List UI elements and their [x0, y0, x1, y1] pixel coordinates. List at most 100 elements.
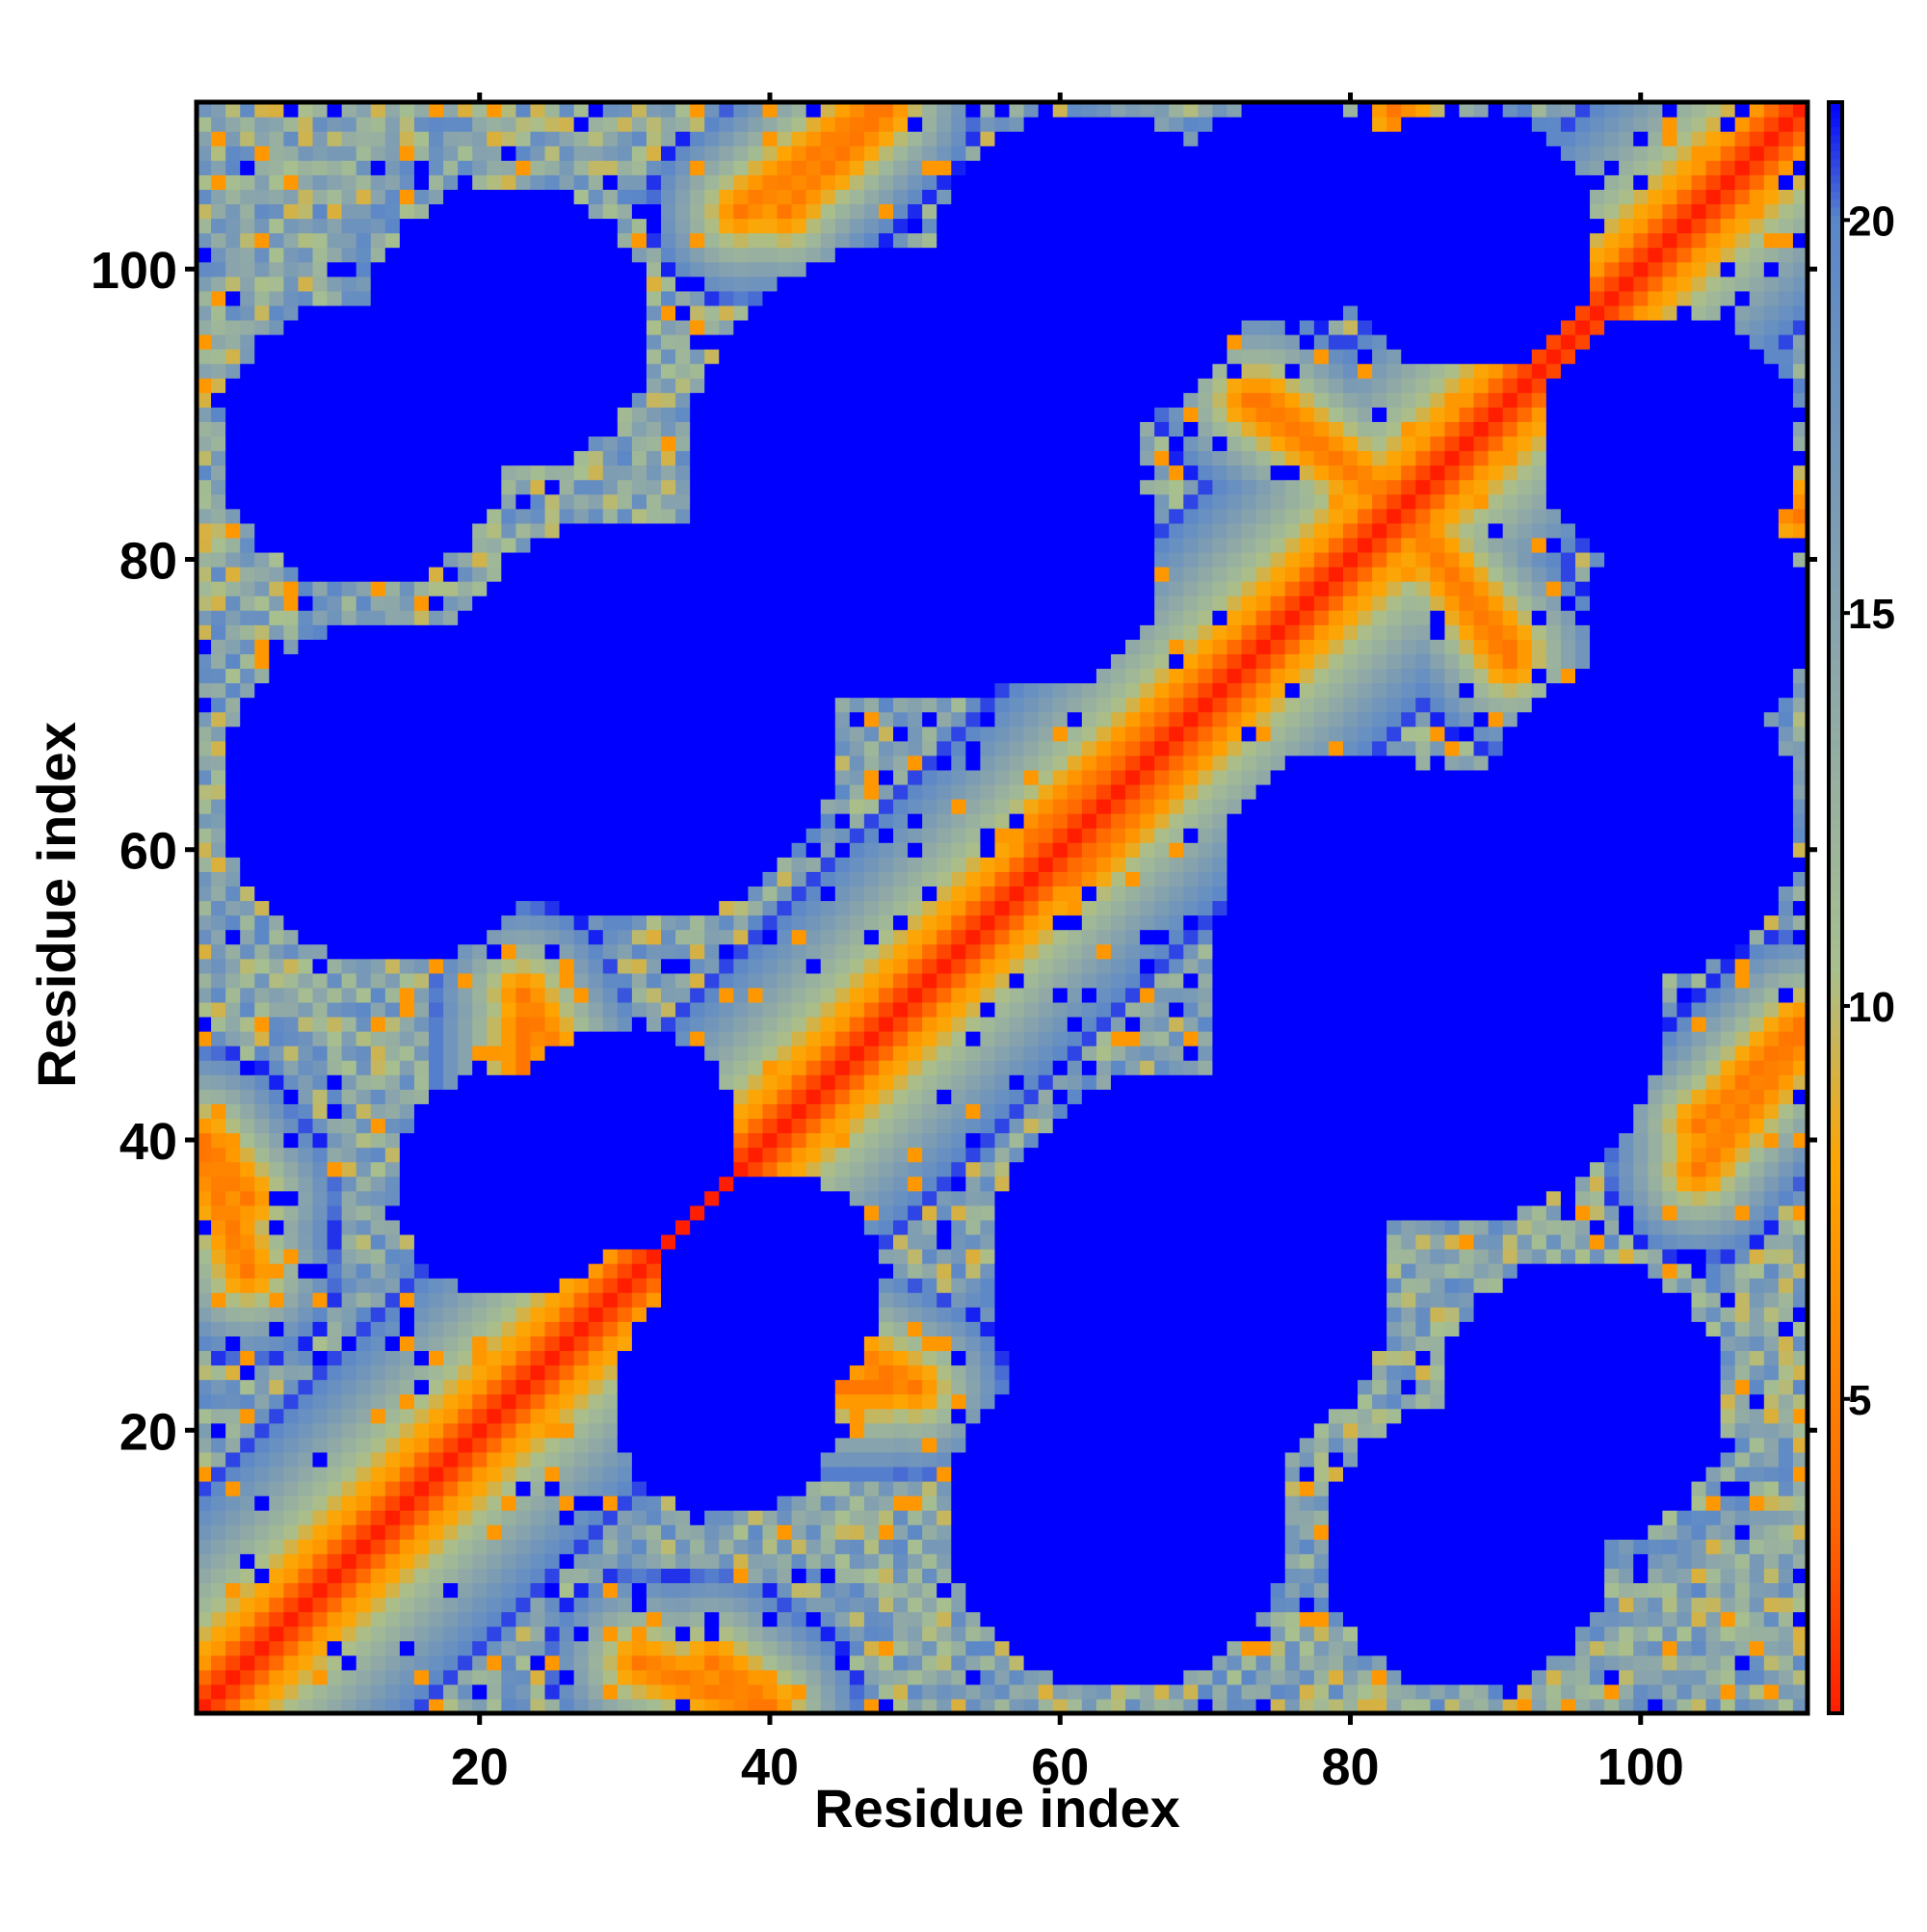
heatmap-cell — [573, 1060, 590, 1075]
heatmap-cell — [834, 407, 851, 422]
heatmap-cell — [298, 1292, 314, 1308]
heatmap-cell — [820, 1466, 836, 1482]
heatmap-cell — [544, 1263, 561, 1279]
heatmap-cell — [341, 711, 357, 728]
heatmap-cell — [501, 886, 516, 902]
heatmap-cell — [733, 886, 749, 902]
heatmap-cell — [602, 276, 619, 292]
heatmap-cell — [762, 261, 779, 278]
heatmap-cell — [225, 886, 241, 902]
heatmap-cell — [646, 1437, 662, 1453]
heatmap-cell — [501, 1001, 516, 1018]
heatmap-cell — [269, 1161, 284, 1178]
heatmap-cell — [777, 203, 793, 220]
heatmap-cell — [791, 261, 807, 278]
heatmap-cell — [573, 290, 590, 306]
heatmap-cell — [327, 610, 343, 625]
heatmap-cell — [399, 581, 415, 596]
heatmap-cell — [211, 624, 226, 640]
heatmap-cell — [602, 1568, 619, 1584]
heatmap-cell — [631, 972, 647, 989]
heatmap-cell — [283, 1364, 300, 1381]
heatmap-cell — [733, 1364, 749, 1381]
heatmap-cell — [675, 102, 691, 118]
heatmap-cell — [370, 1292, 386, 1308]
heatmap-cell — [384, 1451, 401, 1468]
heatmap-cell — [748, 436, 764, 452]
heatmap-cell — [197, 828, 212, 843]
heatmap-cell — [399, 653, 415, 670]
heatmap-cell — [269, 232, 284, 249]
heatmap-cell — [544, 349, 561, 364]
heatmap-cell — [617, 1031, 633, 1046]
heatmap-cell — [762, 146, 779, 161]
heatmap-cell — [399, 1654, 415, 1671]
heatmap-cell — [312, 1132, 329, 1149]
heatmap-cell — [675, 857, 691, 872]
heatmap-cell — [661, 508, 676, 524]
heatmap-cell — [515, 1524, 532, 1540]
heatmap-cell — [602, 189, 619, 205]
heatmap-cell — [544, 1640, 561, 1656]
heatmap-cell — [254, 378, 270, 393]
heatmap-cell — [487, 754, 502, 771]
heatmap-cell — [487, 828, 502, 843]
heatmap-cell — [777, 1074, 793, 1090]
heatmap-cell — [384, 1336, 401, 1352]
heatmap-cell — [327, 479, 343, 495]
heatmap-cell — [834, 1147, 851, 1163]
heatmap-cell — [748, 1118, 764, 1134]
heatmap-cell — [719, 1669, 734, 1685]
heatmap-cell — [240, 1582, 255, 1599]
heatmap-cell — [791, 1422, 807, 1439]
heatmap-cell — [443, 1626, 459, 1642]
heatmap-cell — [197, 117, 212, 132]
heatmap-cell — [777, 407, 793, 422]
heatmap-cell — [834, 1161, 851, 1178]
heatmap-cell — [443, 1204, 459, 1221]
heatmap-cell — [413, 261, 430, 278]
heatmap-cell — [588, 1219, 604, 1235]
heatmap-cell — [341, 1364, 357, 1381]
heatmap-cell — [254, 842, 270, 858]
heatmap-cell — [283, 117, 300, 132]
heatmap-cell — [501, 334, 516, 350]
heatmap-cell — [559, 1611, 575, 1628]
heatmap-cell — [762, 551, 779, 568]
heatmap-cell — [356, 378, 372, 393]
heatmap-cell — [211, 508, 226, 524]
heatmap-cell — [777, 1292, 793, 1308]
heatmap-cell — [661, 1669, 676, 1685]
heatmap-cell — [661, 828, 676, 843]
heatmap-cell — [370, 1031, 386, 1046]
heatmap-cell — [719, 392, 734, 408]
heatmap-cell — [197, 682, 212, 699]
heatmap-cell — [675, 392, 691, 408]
heatmap-cell — [573, 319, 590, 335]
heatmap-cell — [429, 131, 444, 146]
heatmap-cell — [515, 1364, 532, 1381]
heatmap-cell — [544, 232, 561, 249]
heatmap-cell — [370, 1016, 386, 1032]
heatmap-cell — [748, 1480, 764, 1496]
heatmap-cell — [327, 1640, 343, 1656]
heatmap-cell — [748, 493, 764, 510]
heatmap-cell — [602, 1307, 619, 1322]
heatmap-cell — [269, 581, 284, 596]
heatmap-cell — [777, 479, 793, 495]
heatmap-cell — [762, 1582, 779, 1599]
heatmap-cell — [762, 1278, 779, 1293]
heatmap-cell — [269, 1060, 284, 1075]
heatmap-cell — [312, 1001, 329, 1018]
heatmap-cell — [791, 493, 807, 510]
heatmap-cell — [544, 1568, 561, 1584]
heatmap-cell — [269, 276, 284, 292]
heatmap-cell — [791, 1060, 807, 1075]
heatmap-cell — [327, 1132, 343, 1149]
heatmap-cell — [443, 610, 459, 625]
heatmap-cell — [646, 537, 662, 553]
heatmap-cell — [617, 1219, 633, 1235]
heatmap-cell — [269, 1016, 284, 1032]
heatmap-cell — [399, 958, 415, 974]
heatmap-cell — [211, 886, 226, 902]
